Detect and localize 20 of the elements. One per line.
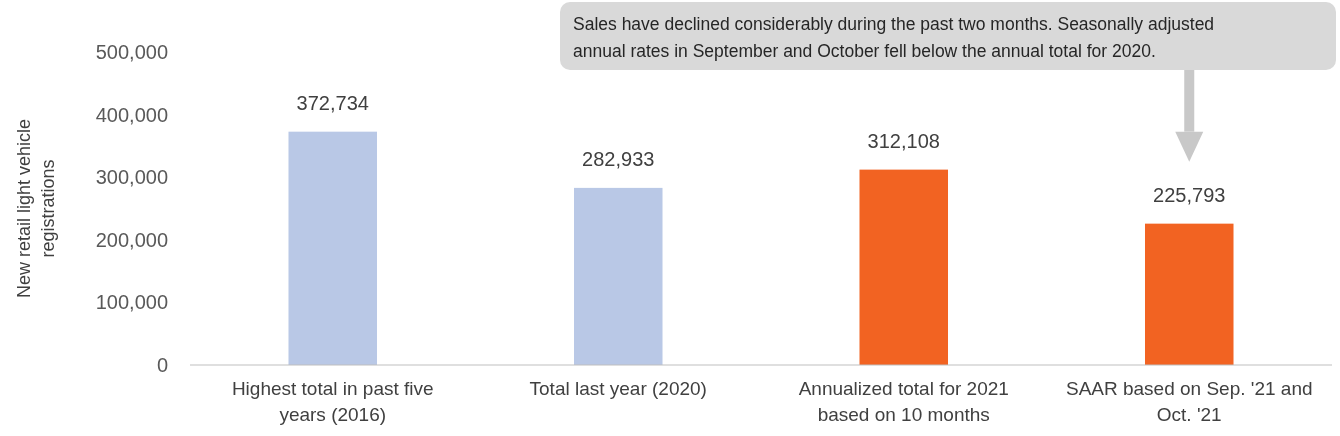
x-tick-label: Annualized total for 2021 based on 10 months [798, 378, 1009, 425]
y-tick-label: 200,000 [95, 228, 168, 251]
bar [574, 187, 663, 365]
data-label: 282,933 [582, 147, 655, 170]
x-tick-label: Highest total in past five years (2016) [231, 378, 434, 425]
bar [859, 169, 948, 365]
bar [1145, 223, 1234, 365]
y-tick-label: 500,000 [95, 41, 168, 63]
x-tick-label: Total last year (2020) [529, 378, 707, 399]
annotation: Sales have declined considerably during the past two months. Seasonally adjusted annual rates in September and October fell below the annual total for 2020. [573, 14, 1215, 61]
y-axis-title: New retail light vehicle registrations [14, 118, 58, 299]
data-label: 372,734 [296, 91, 369, 114]
data-label: 312,108 [867, 129, 940, 152]
bar [288, 131, 377, 365]
y-tick-label: 100,000 [95, 291, 168, 314]
data-label: 225,793 [1153, 183, 1226, 206]
y-tick-label: 300,000 [95, 166, 168, 189]
y-tick-label: 0 [156, 354, 168, 376]
y-tick-label: 400,000 [95, 103, 168, 126]
x-tick-label: SAAR based on Sep. '21 and Oct. '21 [1065, 378, 1313, 425]
